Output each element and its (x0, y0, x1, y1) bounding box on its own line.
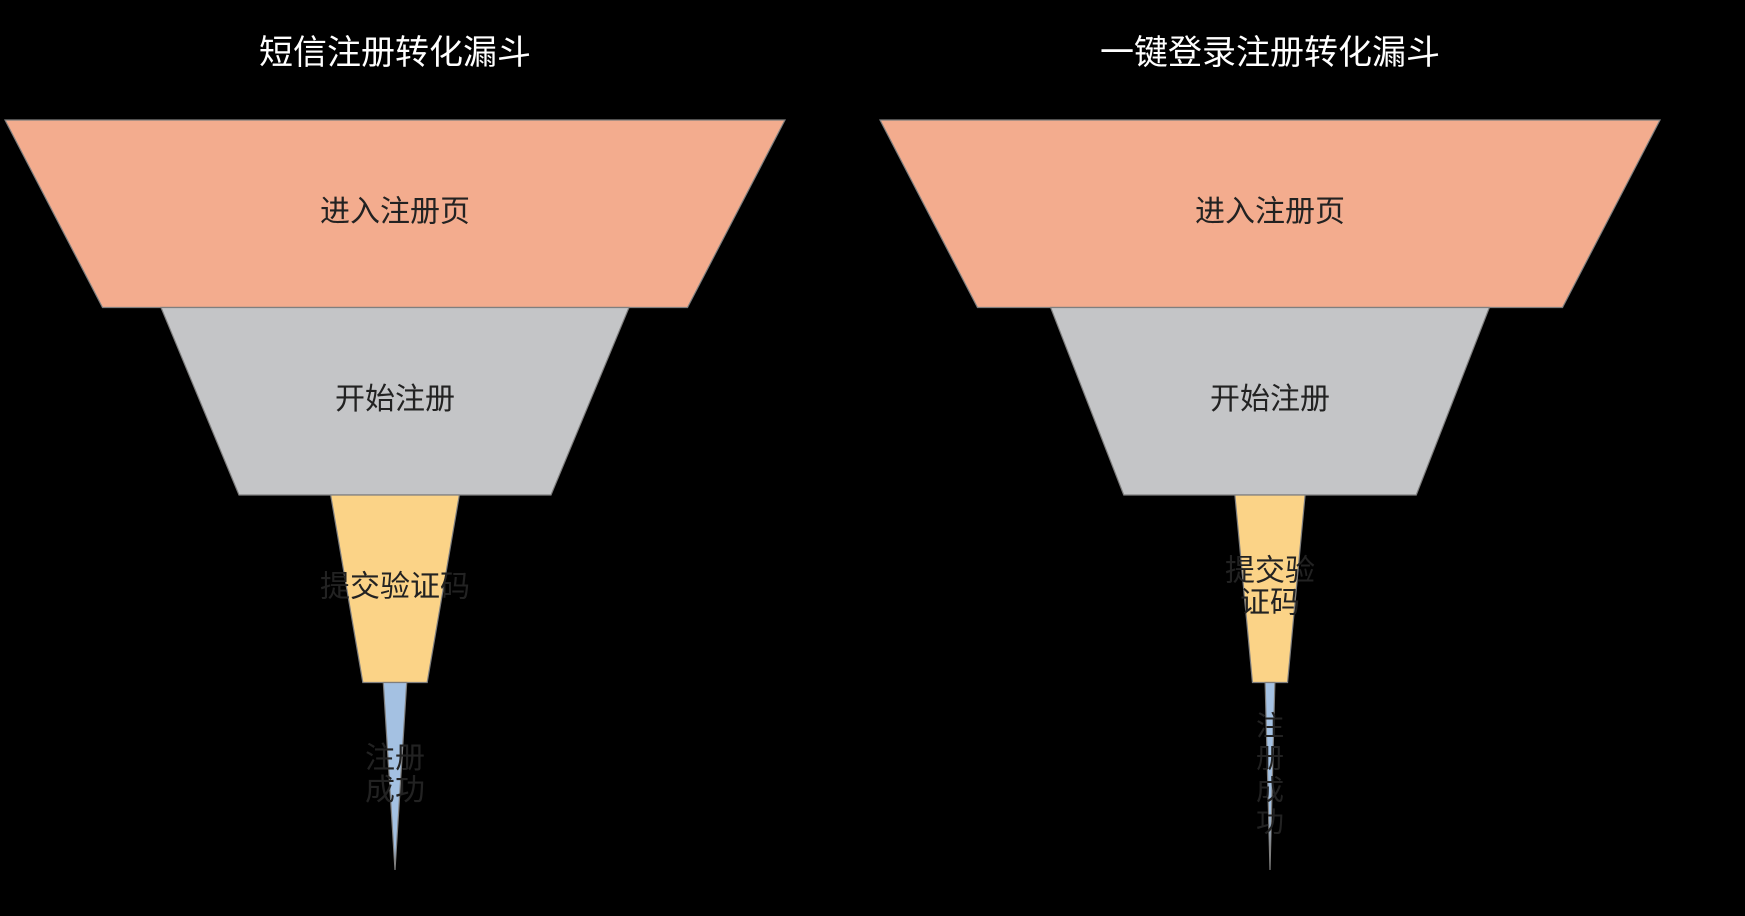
funnel-0-segment-3-label: 注册 (365, 742, 425, 775)
funnel-right-title: 一键登录注册转化漏斗 (1100, 34, 1440, 72)
funnel-1-segment-3-label: 功 (1256, 807, 1284, 838)
funnel-1-segment-3-label: 册 (1256, 743, 1284, 774)
funnel-1-segment-2-label: 证码 (1240, 587, 1300, 620)
funnel-1-segment-2-label: 提交验 (1225, 555, 1315, 588)
funnel-left-title: 短信注册转化漏斗 (259, 34, 531, 72)
funnel-1-segment-3-label: 成 (1256, 775, 1284, 806)
funnel-right: 进入注册页开始注册提交验证码注册成功 (880, 120, 1660, 870)
funnel-0-segment-3-label: 成功 (365, 774, 425, 807)
funnel-1-segment-1-label: 开始注册 (1210, 383, 1330, 416)
funnel-1-segment-3-label: 注 (1256, 711, 1284, 742)
funnel-left: 进入注册页开始注册提交验证码注册成功 (5, 120, 785, 870)
funnel-0-segment-0-label: 进入注册页 (320, 196, 470, 229)
funnel-1-segment-0-label: 进入注册页 (1195, 196, 1345, 229)
funnel-0-segment-1-label: 开始注册 (335, 383, 455, 416)
funnel-0-segment-2-label: 提交验证码 (320, 571, 470, 604)
funnel-pair-chart: 进入注册页开始注册提交验证码注册成功 短信注册转化漏斗 进入注册页开始注册提交验… (0, 0, 1745, 916)
